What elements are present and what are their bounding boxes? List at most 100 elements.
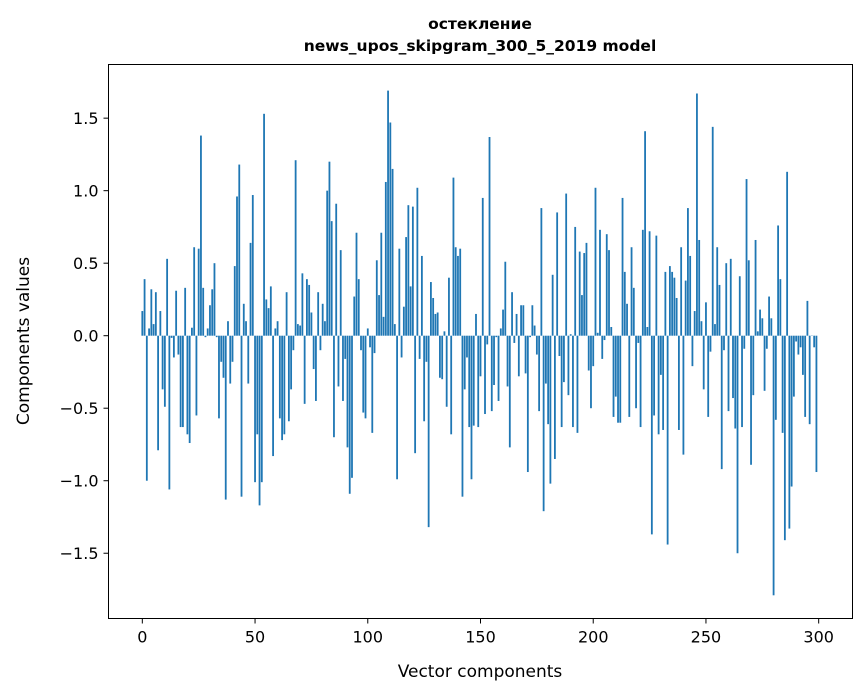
bar-component-187 [563,335,565,383]
bar-component-221 [639,335,642,428]
bar-component-69 [296,324,299,336]
bar-component-13 [170,335,173,338]
bar-component-107 [382,316,385,336]
bar-component-130 [434,313,437,336]
bar-component-208 [610,326,613,336]
bar-component-47 [247,335,250,384]
bar-component-206 [605,234,608,336]
bar-component-7 [157,335,160,451]
bar-component-165 [513,335,516,343]
bar-component-59 [274,328,277,336]
bar-component-171 [526,335,529,473]
bar-component-26 [200,135,202,336]
bar-component-272 [754,239,757,336]
bar-component-205 [603,335,606,341]
bar-component-20 [186,335,189,435]
bar-component-268 [745,179,748,336]
bar-component-10 [163,335,166,407]
bar-component-30 [209,305,211,336]
bar-component-183 [553,335,556,459]
bar-component-60 [276,321,279,336]
bar-component-106 [380,232,383,336]
bar-component-177 [540,208,543,336]
bar-component-119 [409,286,412,336]
bar-component-176 [538,335,541,412]
bar-component-289 [792,335,795,397]
bar-component-173 [531,305,534,336]
bar-component-294 [804,335,807,417]
bar-component-185 [558,335,561,357]
bar-component-219 [635,335,637,409]
bar-component-70 [299,325,302,336]
bar-component-287 [788,335,791,529]
bar-component-22 [191,327,193,336]
bar-component-83 [328,161,331,336]
bar-component-285 [783,335,786,541]
bar-component-82 [326,190,329,336]
bar-component-40 [231,335,234,362]
bar-component-1 [143,279,146,336]
bar-component-288 [790,335,793,487]
bar-component-273 [756,331,759,336]
bar-component-174 [533,325,536,336]
bar-component-163 [508,335,511,448]
bar-component-84 [330,221,333,336]
bar-component-39 [229,335,232,384]
bar-component-140 [457,255,459,336]
bar-component-34 [218,335,220,419]
bar-component-231 [662,335,665,430]
bar-component-25 [197,248,200,336]
bar-component-237 [675,297,678,336]
bar-component-117 [405,237,408,336]
bar-component-113 [396,335,398,480]
bar-component-263 [734,335,737,429]
bar-component-192 [574,226,577,336]
bar-component-191 [572,335,574,428]
bar-component-240 [682,335,685,455]
bar-component-124 [420,255,423,336]
bar-component-225 [648,231,651,336]
bar-component-116 [402,306,405,336]
bar-component-275 [761,318,764,336]
bar-component-168 [520,305,522,336]
bar-component-96 [357,279,360,336]
bar-component-74 [308,284,311,336]
y-tick-label: 0.5 [73,254,98,273]
bar-component-262 [732,335,734,399]
bar-component-265 [738,276,741,336]
bar-component-131 [436,312,439,336]
bar-component-282 [777,225,780,336]
bar-component-134 [443,331,446,336]
bar-component-239 [680,247,683,336]
bar-component-158 [497,335,500,401]
bar-component-141 [459,248,462,336]
bar-component-195 [581,295,583,336]
bar-component-89 [342,335,344,401]
bar-component-62 [281,335,284,441]
bar-component-266 [741,335,743,428]
bar-component-160 [502,309,504,336]
bar-component-276 [763,335,766,391]
bar-component-115 [400,335,403,358]
bar-component-279 [770,318,773,336]
x-axis-label: Vector components [398,662,563,682]
bar-component-215 [626,303,628,336]
bar-component-144 [466,335,468,358]
bar-component-23 [193,247,196,336]
bar-component-103 [373,335,376,354]
bar-component-161 [504,261,507,336]
bar-component-169 [522,305,525,336]
bar-component-108 [384,181,387,336]
bar-component-217 [630,247,633,336]
bar-component-212 [619,335,622,423]
bar-component-95 [355,232,358,336]
bar-component-4 [150,289,153,336]
bar-component-196 [583,253,586,336]
bar-component-223 [644,131,646,336]
bar-component-137 [450,335,453,435]
bar-component-227 [653,335,656,416]
bar-component-120 [411,206,414,336]
bar-component-207 [608,250,610,336]
bar-component-146 [470,335,473,480]
bar-component-147 [472,335,475,426]
